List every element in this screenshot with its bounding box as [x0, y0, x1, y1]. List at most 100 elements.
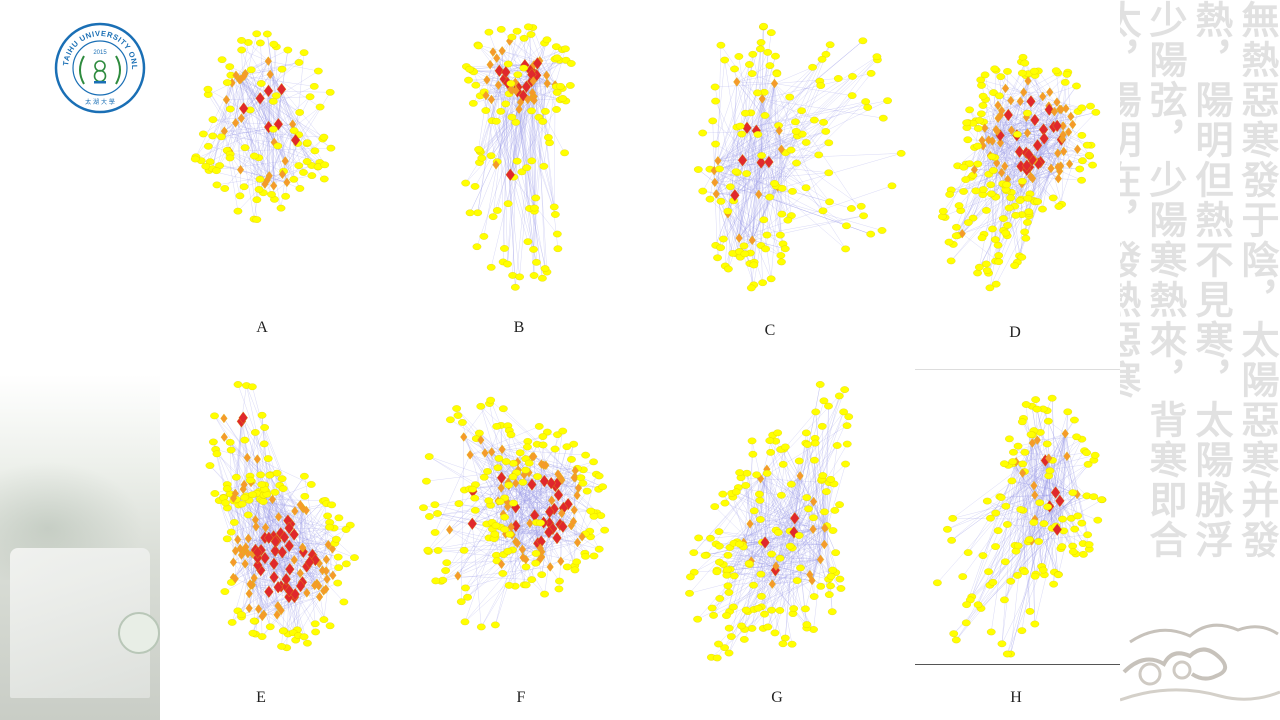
network-node	[946, 257, 956, 265]
network-panel-G	[680, 370, 880, 670]
network-node	[270, 544, 280, 558]
panel-label-A: A	[256, 319, 268, 336]
network-node	[208, 116, 218, 123]
network-node	[492, 207, 502, 214]
network-node	[269, 40, 279, 48]
network-node	[1007, 477, 1017, 485]
network-node	[298, 542, 307, 553]
network-node	[735, 233, 743, 243]
network-node	[1001, 229, 1011, 237]
network-edge	[1023, 500, 1061, 571]
network-node	[240, 479, 248, 490]
network-edge	[221, 73, 246, 137]
network-node	[998, 167, 1006, 178]
network-node	[729, 603, 738, 611]
network-node	[737, 130, 747, 138]
network-edge	[522, 549, 577, 563]
network-node	[270, 535, 281, 548]
network-node	[1020, 59, 1030, 67]
network-node	[770, 180, 779, 187]
network-node	[986, 628, 996, 636]
network-edge	[1015, 461, 1031, 612]
network-edge	[243, 417, 308, 644]
network-node	[749, 507, 759, 515]
network-node	[720, 56, 730, 64]
network-node	[706, 534, 715, 542]
network-edge	[729, 532, 795, 629]
network-node	[537, 571, 547, 579]
network-node	[986, 181, 996, 189]
network-edge	[714, 172, 829, 183]
network-node	[1077, 519, 1087, 527]
network-node	[1055, 494, 1065, 508]
network-node	[1046, 87, 1054, 97]
network-edge	[209, 465, 290, 546]
network-node	[801, 184, 811, 192]
network-node	[746, 284, 756, 292]
network-node	[734, 53, 744, 60]
network-edge	[497, 95, 524, 211]
network-node	[989, 167, 998, 174]
network-edge	[233, 421, 242, 499]
network-node	[962, 601, 971, 608]
network-node	[1017, 418, 1027, 426]
network-node	[442, 559, 452, 567]
network-node	[1038, 205, 1047, 213]
network-node	[978, 552, 988, 559]
network-edge	[269, 74, 308, 143]
network-node	[473, 209, 483, 217]
network-edge	[751, 440, 753, 561]
network-node	[494, 455, 504, 462]
network-edge	[962, 458, 1049, 577]
network-edge	[711, 574, 810, 658]
panel-label-D: D	[1009, 324, 1021, 341]
network-node	[252, 521, 260, 532]
network-node	[883, 97, 892, 105]
network-node	[273, 142, 283, 150]
network-node	[476, 623, 486, 631]
network-edge	[429, 456, 569, 505]
network-node	[519, 552, 527, 563]
network-edge	[295, 52, 305, 141]
network-node	[789, 605, 799, 612]
network-edge	[212, 118, 242, 120]
network-node	[1013, 131, 1022, 138]
network-edge	[229, 442, 263, 617]
network-edge	[739, 162, 762, 252]
network-graph-C	[693, 22, 906, 292]
network-node	[245, 588, 253, 599]
network-node	[861, 98, 871, 105]
network-node	[225, 105, 235, 113]
network-edge	[554, 84, 556, 207]
network-node	[539, 162, 549, 170]
network-node	[305, 93, 315, 101]
network-node	[572, 558, 582, 566]
network-node	[237, 113, 245, 123]
network-edge	[463, 523, 473, 551]
network-edge	[545, 465, 575, 478]
network-node	[212, 181, 222, 189]
network-edge	[813, 501, 841, 580]
network-node	[858, 37, 868, 45]
network-node	[483, 468, 492, 475]
network-node	[519, 34, 529, 42]
network-node	[810, 496, 818, 507]
network-node	[777, 210, 787, 218]
network-node	[283, 177, 291, 188]
network-edge	[207, 89, 296, 141]
network-edge	[245, 73, 258, 200]
network-node	[496, 471, 507, 485]
network-edge	[1063, 134, 1088, 146]
network-edge	[441, 477, 502, 582]
network-edge	[517, 444, 538, 463]
network-edge	[223, 497, 276, 552]
network-node	[828, 527, 838, 534]
network-edge	[740, 83, 775, 258]
network-node	[578, 531, 586, 542]
network-edge	[465, 84, 556, 184]
network-edge	[233, 457, 248, 563]
network-node	[842, 222, 851, 230]
network-node	[991, 280, 1001, 288]
network-node	[566, 60, 576, 67]
network-node	[977, 234, 987, 242]
